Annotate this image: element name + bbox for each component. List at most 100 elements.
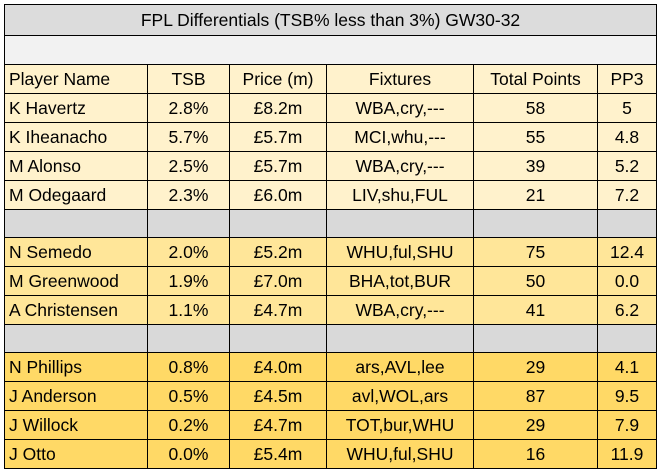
table-row: M Alonso 2.5% £5.7m WBA,cry,--- 39 5.2 [4, 151, 657, 181]
cell-pp3[interactable]: 4.1 [597, 352, 657, 382]
cell-total-points[interactable]: 87 [473, 381, 598, 411]
table-row: M Greenwood 1.9% £7.0m BHA,tot,BUR 50 0.0 [4, 266, 657, 296]
table-row: N Semedo 2.0% £5.2m WHU,ful,SHU 75 12.4 [4, 237, 657, 267]
cell-total-points[interactable]: 58 [473, 93, 598, 123]
cell-price[interactable]: £4.5m [229, 381, 327, 411]
cell-pp3[interactable]: 5.2 [597, 151, 657, 181]
cell-player-name[interactable]: J Otto [4, 439, 148, 469]
cell-total-points[interactable]: 29 [473, 352, 598, 382]
cell-price[interactable]: £5.7m [229, 122, 327, 152]
cell-pp3[interactable]: 11.9 [597, 439, 657, 469]
separator-cell[interactable] [597, 324, 657, 353]
table-row: N Phillips 0.8% £4.0m ars,AVL,lee 29 4.1 [4, 352, 657, 382]
cell-pp3[interactable]: 7.9 [597, 410, 657, 440]
table-row: K Iheanacho 5.7% £5.7m MCI,whu,--- 55 4.8 [4, 122, 657, 152]
cell-total-points[interactable]: 41 [473, 295, 598, 325]
blank-row [4, 35, 657, 65]
table-row: A Christensen 1.1% £4.7m WBA,cry,--- 41 6.2 [4, 295, 657, 325]
cell-player-name[interactable]: J Willock [4, 410, 148, 440]
header-fixtures[interactable]: Fixtures [326, 64, 474, 94]
cell-pp3[interactable]: 6.2 [597, 295, 657, 325]
separator-cell[interactable] [229, 324, 327, 353]
cell-tsb[interactable]: 0.2% [147, 410, 230, 440]
cell-price[interactable]: £8.2m [229, 93, 327, 123]
cell-player-name[interactable]: K Iheanacho [4, 122, 148, 152]
cell-pp3[interactable]: 9.5 [597, 381, 657, 411]
header-tsb[interactable]: TSB [147, 64, 230, 94]
cell-tsb[interactable]: 2.5% [147, 151, 230, 181]
cell-total-points[interactable]: 75 [473, 237, 598, 267]
cell-fixtures[interactable]: WBA,cry,--- [326, 151, 474, 181]
sheet-title[interactable]: FPL Differentials (TSB% less than 3%) GW… [4, 4, 657, 36]
cell-player-name[interactable]: M Odegaard [4, 180, 148, 210]
cell-total-points[interactable]: 29 [473, 410, 598, 440]
cell-fixtures[interactable]: TOT,bur,WHU [326, 410, 474, 440]
cell-fixtures[interactable]: WHU,ful,SHU [326, 439, 474, 469]
title-row: FPL Differentials (TSB% less than 3%) GW… [4, 4, 657, 36]
table-row: J Anderson 0.5% £4.5m avl,WOL,ars 87 9.5 [4, 381, 657, 411]
cell-tsb[interactable]: 1.1% [147, 295, 230, 325]
cell-price[interactable]: £5.2m [229, 237, 327, 267]
table-row: J Otto 0.0% £5.4m WHU,ful,SHU 16 11.9 [4, 439, 657, 469]
separator-cell[interactable] [147, 324, 230, 353]
cell-total-points[interactable]: 39 [473, 151, 598, 181]
cell-player-name[interactable]: J Anderson [4, 381, 148, 411]
cell-price[interactable]: £4.7m [229, 410, 327, 440]
group-separator-row [4, 209, 657, 238]
cell-fixtures[interactable]: avl,WOL,ars [326, 381, 474, 411]
separator-cell[interactable] [597, 209, 657, 238]
table-row: K Havertz 2.8% £8.2m WBA,cry,--- 58 5 [4, 93, 657, 123]
cell-fixtures[interactable]: WBA,cry,--- [326, 295, 474, 325]
cell-pp3[interactable]: 12.4 [597, 237, 657, 267]
separator-cell[interactable] [229, 209, 327, 238]
cell-tsb[interactable]: 0.8% [147, 352, 230, 382]
cell-player-name[interactable]: N Semedo [4, 237, 148, 267]
header-row: Player Name TSB Price (m) Fixtures Total… [4, 64, 657, 94]
separator-cell[interactable] [326, 324, 474, 353]
cell-tsb[interactable]: 2.0% [147, 237, 230, 267]
cell-pp3[interactable]: 4.8 [597, 122, 657, 152]
blank-cell[interactable] [4, 35, 657, 65]
cell-total-points[interactable]: 21 [473, 180, 598, 210]
cell-price[interactable]: £4.0m [229, 352, 327, 382]
cell-fixtures[interactable]: MCI,whu,--- [326, 122, 474, 152]
separator-cell[interactable] [147, 209, 230, 238]
cell-price[interactable]: £6.0m [229, 180, 327, 210]
cell-player-name[interactable]: N Phillips [4, 352, 148, 382]
header-pp3[interactable]: PP3 [597, 64, 657, 94]
cell-price[interactable]: £7.0m [229, 266, 327, 296]
cell-fixtures[interactable]: LIV,shu,FUL [326, 180, 474, 210]
separator-cell[interactable] [4, 209, 148, 238]
separator-cell[interactable] [326, 209, 474, 238]
cell-tsb[interactable]: 2.3% [147, 180, 230, 210]
cell-total-points[interactable]: 55 [473, 122, 598, 152]
cell-price[interactable]: £4.7m [229, 295, 327, 325]
cell-price[interactable]: £5.7m [229, 151, 327, 181]
cell-tsb[interactable]: 1.9% [147, 266, 230, 296]
cell-player-name[interactable]: K Havertz [4, 93, 148, 123]
cell-tsb[interactable]: 2.8% [147, 93, 230, 123]
cell-fixtures[interactable]: BHA,tot,BUR [326, 266, 474, 296]
header-total-points[interactable]: Total Points [473, 64, 598, 94]
separator-cell[interactable] [4, 324, 148, 353]
header-price[interactable]: Price (m) [229, 64, 327, 94]
cell-price[interactable]: £5.4m [229, 439, 327, 469]
cell-total-points[interactable]: 50 [473, 266, 598, 296]
separator-cell[interactable] [473, 209, 598, 238]
cell-pp3[interactable]: 0.0 [597, 266, 657, 296]
cell-total-points[interactable]: 16 [473, 439, 598, 469]
separator-cell[interactable] [473, 324, 598, 353]
header-player-name[interactable]: Player Name [4, 64, 148, 94]
cell-pp3[interactable]: 5 [597, 93, 657, 123]
cell-pp3[interactable]: 7.2 [597, 180, 657, 210]
cell-fixtures[interactable]: WBA,cry,--- [326, 93, 474, 123]
cell-tsb[interactable]: 0.5% [147, 381, 230, 411]
cell-player-name[interactable]: M Alonso [4, 151, 148, 181]
cell-tsb[interactable]: 5.7% [147, 122, 230, 152]
cell-tsb[interactable]: 0.0% [147, 439, 230, 469]
cell-player-name[interactable]: A Christensen [4, 295, 148, 325]
cell-fixtures[interactable]: ars,AVL,lee [326, 352, 474, 382]
cell-player-name[interactable]: M Greenwood [4, 266, 148, 296]
cell-fixtures[interactable]: WHU,ful,SHU [326, 237, 474, 267]
fpl-differentials-table: FPL Differentials (TSB% less than 3%) GW… [4, 4, 657, 469]
